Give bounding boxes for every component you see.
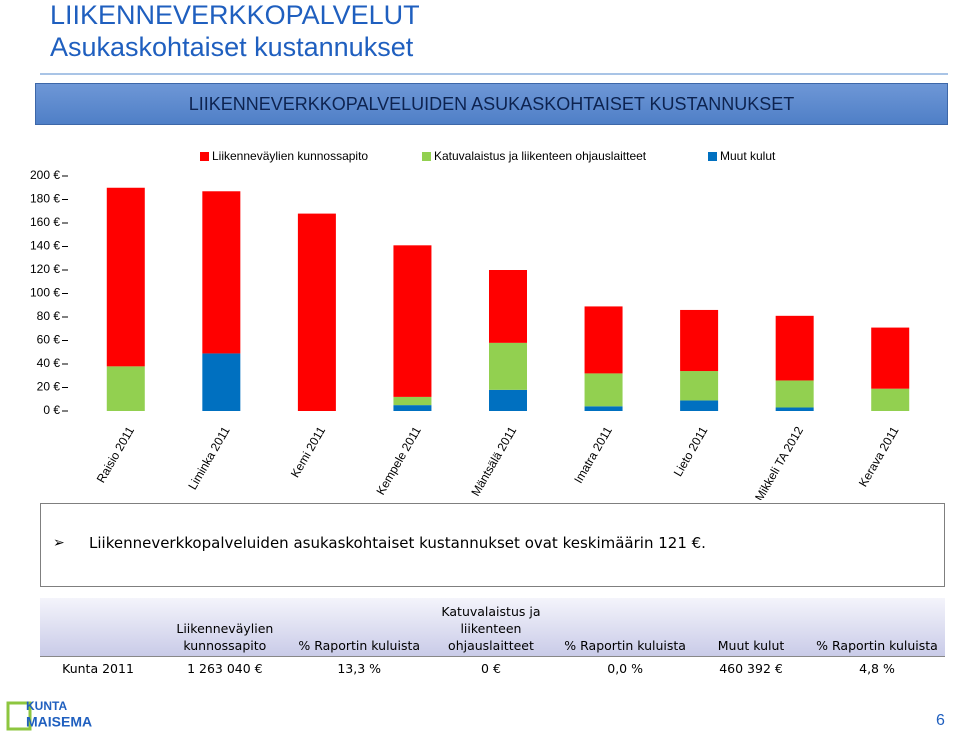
header-cell: % Raportin kuluista	[557, 598, 694, 657]
legend-swatch	[708, 152, 717, 161]
page-number: 6	[936, 712, 945, 729]
header-cell: Muut kulut	[693, 598, 809, 657]
bar-segment	[202, 353, 241, 411]
x-tick-label: Kempele 2011	[373, 424, 424, 498]
y-tick-label: 120 €	[30, 262, 60, 276]
table-cell: 0 €	[424, 656, 558, 679]
y-tick-label: 160 €	[30, 215, 60, 229]
bar-segment	[106, 187, 145, 367]
logo-frame	[6, 701, 32, 731]
x-tick-label: Kemi 2011	[288, 424, 329, 480]
y-tick-label: 80 €	[37, 309, 61, 323]
bar-segment	[393, 245, 432, 397]
y-tick-label: 20 €	[37, 380, 61, 394]
bar-segment	[202, 191, 241, 354]
header-cell	[40, 598, 157, 657]
bar-segment	[584, 406, 623, 411]
y-tick-label: 60 €	[37, 333, 61, 347]
bar-segment	[680, 371, 719, 401]
x-tick-label: Imatra 2011	[571, 424, 615, 486]
note-text: Liikenneverkkopalveluiden asukaskohtaise…	[89, 534, 706, 552]
bar-segment	[584, 373, 623, 407]
legend-label: Muut kulut	[720, 149, 776, 163]
bullet-icon: ➢	[53, 534, 65, 550]
y-tick-label: 200 €	[30, 168, 60, 182]
bar-segment	[680, 400, 719, 411]
note-box: ➢ Liikenneverkkopalveluiden asukaskohtai…	[40, 503, 945, 587]
bar-segment	[393, 396, 432, 406]
logo-mark: KUNTA MAISEMA	[6, 699, 92, 731]
bar-segment	[871, 327, 910, 389]
logo: KUNTA MAISEMA	[6, 697, 96, 733]
header-cell: Liikenneväylien kunnossapito	[156, 598, 294, 657]
table-row: Kunta 2011 1 263 040 €13,3 % 0 €0,0 % 460 3…	[40, 656, 945, 679]
table-cell: 13,3 %	[293, 656, 425, 679]
legend-label: Liikenneväylien kunnossapito	[212, 149, 368, 163]
bar-segment	[106, 366, 145, 411]
legend-swatch	[422, 152, 431, 161]
bar-segment	[775, 380, 814, 408]
x-tick-label: Mäntsälä 2011	[468, 424, 519, 499]
bar-segment	[393, 405, 432, 411]
y-tick-label: 180 €	[30, 192, 60, 206]
table-cell: Kunta 2011	[40, 656, 157, 679]
divider	[40, 73, 948, 75]
x-tick-label: Lieto 2011	[671, 424, 711, 479]
y-tick-label: 140 €	[30, 239, 60, 253]
y-tick-label: 40 €	[37, 356, 61, 370]
header-row: Liikenneväylien kunnossapito% Raportin k…	[40, 598, 945, 657]
logo-text: KUNTA	[26, 699, 67, 713]
legend-swatch	[200, 152, 209, 161]
x-tick-label: Raisio 2011	[94, 424, 138, 485]
bar-segment	[489, 270, 527, 343]
logo-text: MAISEMA	[26, 714, 92, 730]
slide-title: LIIKENNEVERKKOPALVELUT	[50, 0, 420, 30]
data-table: Liikenneväylien kunnossapito% Raportin k…	[40, 598, 945, 679]
header-cell: % Raportin kuluista	[808, 598, 945, 657]
table-cell: 1 263 040 €	[156, 656, 294, 679]
table-cell: 0,0 %	[557, 656, 694, 679]
bar-segment	[489, 389, 527, 411]
bar-segment	[775, 407, 814, 411]
bar-segment	[584, 306, 623, 374]
header-cell: % Raportin kuluista	[293, 598, 425, 657]
table-body: Kunta 2011 1 263 040 €13,3 % 0 €0,0 % 460 3…	[40, 656, 945, 679]
bar-segment	[489, 342, 527, 390]
x-tick-label: Mikkeli TA 2012	[752, 424, 806, 500]
bar-segment	[680, 309, 719, 372]
header-cell: Katuvalaistus ja liikenteen ohjauslaitte…	[424, 598, 558, 657]
chart-title: LIIKENNEVERKKOPALVELUIDEN ASUKASKOHTAISE…	[35, 83, 948, 125]
bar-segment	[871, 388, 910, 411]
table-cell: 4,8 %	[808, 656, 945, 679]
bar-segment	[297, 213, 336, 411]
slide-subtitle: Asukaskohtaiset kustannukset	[50, 32, 414, 62]
chart: 0 € 20 € 40 € 60 € 80 € 100 € 120 € 140 € 160 € 1…	[30, 149, 910, 500]
x-tick-label: Kerava 2011	[856, 424, 902, 489]
y-tick-label: 0 €	[43, 403, 60, 417]
legend-label: Katuvalaistus ja liikenteen ohjauslaitte…	[434, 149, 647, 163]
table-cell: 460 392 €	[693, 656, 809, 679]
y-tick-label: 100 €	[30, 286, 60, 300]
bar-segment	[775, 315, 814, 381]
x-tick-label: Liminka 2011	[185, 424, 233, 492]
